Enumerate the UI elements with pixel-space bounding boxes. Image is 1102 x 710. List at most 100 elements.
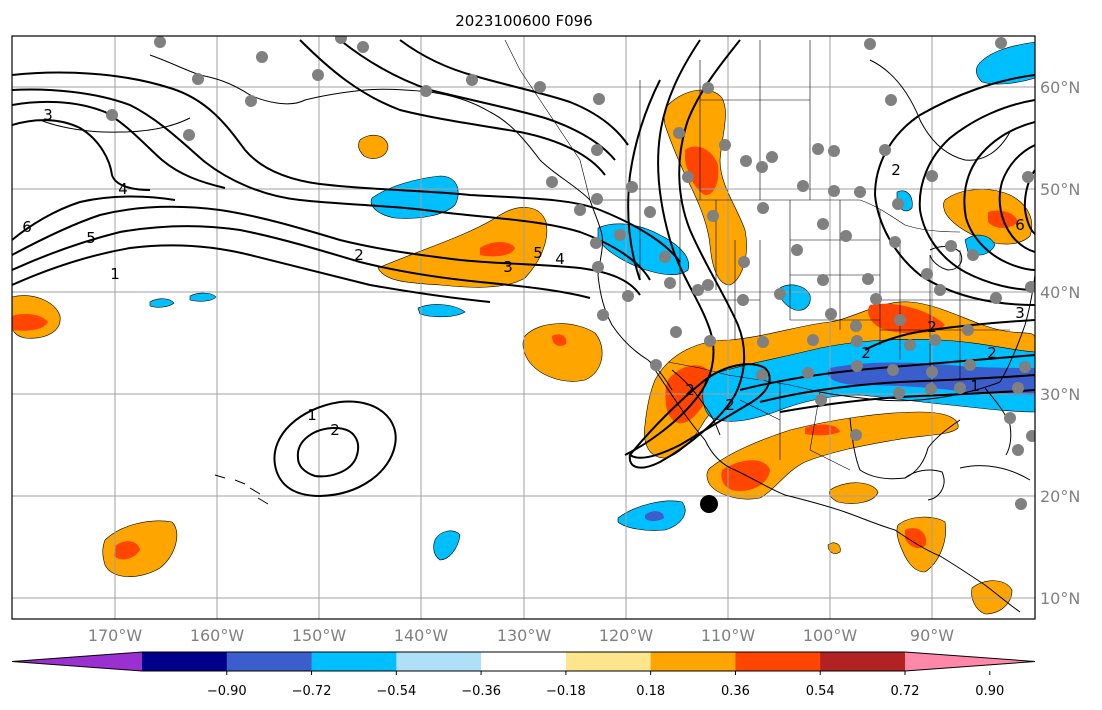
contour-label: 1	[307, 406, 317, 424]
colorbar-tick-label: 0.90	[975, 684, 1004, 699]
colorbar-segment	[311, 652, 397, 671]
contour-label: 2	[354, 246, 364, 264]
contour-label: 4	[118, 180, 128, 198]
station-markers	[106, 36, 1035, 510]
contour-label: 1	[970, 377, 980, 395]
x-tick-label: 90°W	[910, 626, 954, 645]
contour-label: 6	[1015, 216, 1025, 234]
positive-core-rockies	[685, 146, 719, 196]
aleutian-chain	[39, 117, 191, 133]
contour-label: 2	[891, 161, 901, 179]
contour-jet-4	[12, 195, 176, 241]
colorbar-segment	[650, 652, 736, 671]
positive-region-small-pacific	[358, 134, 389, 159]
gulf-of-california	[671, 369, 721, 436]
y-tick-label: 50°N	[1040, 180, 1080, 199]
contour-southern-jet-1	[739, 354, 1035, 391]
x-tick-label: 120°W	[599, 626, 654, 645]
cuba	[959, 465, 1031, 481]
graticule	[12, 36, 1035, 619]
positive-core-central-america	[905, 528, 927, 549]
contour-label: 3	[503, 258, 513, 276]
mexico-states	[739, 380, 851, 471]
positive-region-baja-offshore	[522, 323, 603, 382]
contour-label: 3	[1015, 304, 1025, 322]
baja-california	[649, 361, 706, 441]
positive-core-westcoast-left	[12, 314, 48, 331]
colorbar-tick-label: 0.18	[636, 684, 665, 699]
canada-provinces	[639, 40, 811, 200]
map-title: 2023100600 F096	[455, 12, 592, 30]
negative-shading	[149, 41, 1035, 561]
x-axis: 170°W 160°W 150°W 140°W 130°W 120°W 110°…	[88, 626, 954, 645]
map-content	[12, 36, 1035, 619]
contour-jet-3	[12, 244, 491, 303]
contour-trough-east	[624, 39, 715, 456]
colorbar-segment	[820, 652, 906, 671]
contour-southern-jet-2	[759, 374, 1035, 403]
florida	[984, 387, 1012, 456]
contour-north-pacific-3	[12, 100, 226, 189]
contour-lines	[12, 39, 1035, 498]
x-tick-label: 160°W	[190, 626, 245, 645]
contour-jet-2	[12, 225, 591, 299]
contour-southern-jet-3	[779, 389, 1035, 413]
contour-north-pacific-2	[12, 88, 651, 281]
colorbar-tick-label: −0.72	[292, 684, 332, 699]
y-tick-label: 60°N	[1040, 78, 1080, 97]
positive-core-pacific-band	[480, 242, 515, 257]
positive-core-baja-offshore	[552, 334, 567, 346]
contour-east-outer	[864, 319, 1035, 351]
yucatan	[904, 469, 945, 501]
contour-label: 4	[555, 250, 565, 268]
contour-label: 2	[987, 344, 997, 362]
y-tick-label: 40°N	[1040, 283, 1080, 302]
mexico-west-coast	[704, 439, 896, 531]
contour-label: 2	[725, 396, 735, 414]
contour-subtropical-high-inner	[296, 426, 360, 478]
contour-label: 5	[533, 244, 543, 262]
colorbar-segment	[396, 652, 482, 671]
colorbar-segment	[226, 652, 313, 671]
y-tick-label: 10°N	[1040, 589, 1080, 608]
contour-north-pacific-1	[12, 71, 681, 263]
us-state-lines-west	[639, 200, 761, 340]
positive-core-gulf-north	[868, 303, 945, 334]
positive-region-tiny-dot	[827, 542, 841, 554]
x-tick-label: 150°W	[292, 626, 347, 645]
x-tick-label: 110°W	[701, 626, 756, 645]
us-state-lines-central	[789, 200, 881, 345]
contour-east-low-1	[873, 74, 1035, 306]
colorbar-tick-label: 0.72	[891, 684, 920, 699]
contour-label: 2	[927, 318, 937, 336]
highlight-marker	[700, 495, 718, 513]
hawaii-islands	[214, 474, 269, 505]
colorbar-outline	[11, 651, 1036, 672]
contour-label: 2	[685, 381, 695, 399]
alaska-canada-border	[504, 39, 591, 201]
contour-label: 2	[330, 421, 340, 439]
positive-region-far-southeast	[971, 580, 1013, 615]
y-axis: 10°N 20°N 30°N 40°N 50°N 60°N	[1040, 78, 1080, 608]
x-tick-label: 100°W	[803, 626, 858, 645]
contour-east-low-3	[963, 121, 1035, 271]
negative-core-southern-band	[827, 362, 1035, 395]
contour-low-baja	[628, 363, 771, 459]
positive-shading	[12, 89, 1035, 615]
contour-label: 6	[22, 218, 32, 236]
us-mexico-border	[667, 361, 821, 393]
negative-region-small-2	[149, 298, 175, 308]
x-tick-label: 170°W	[88, 626, 143, 645]
colorbar-segment	[142, 652, 228, 671]
colorbar-tick-label: 0.36	[721, 684, 750, 699]
negative-region-hawaii-east	[433, 530, 461, 561]
contour-trough-west	[627, 79, 661, 281]
y-tick-label: 30°N	[1040, 385, 1080, 404]
coastlines	[39, 54, 1035, 613]
contour-ridge-3	[399, 39, 629, 146]
colorbar-segment	[735, 652, 821, 671]
colorbar-tick-label: −0.54	[376, 684, 416, 699]
contour-jet-1	[12, 205, 641, 296]
us-state-lines-east	[880, 240, 1010, 380]
us-gulf-coast	[819, 381, 1001, 402]
